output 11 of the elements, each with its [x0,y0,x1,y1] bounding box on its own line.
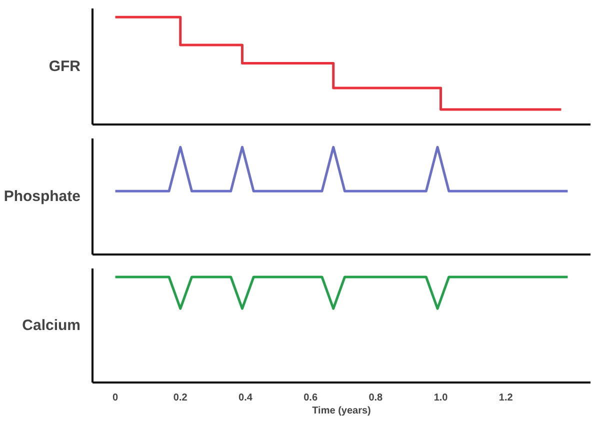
x-axis-title: Time (years) [312,406,371,416]
x-tick-label: 0.2 [173,392,188,404]
x-tick-label: 0.8 [368,392,384,404]
x-tick-label: 0.4 [238,392,253,404]
x-tick-label: 0.6 [304,392,318,404]
x-tick-label: 1.0 [434,392,448,404]
x-tick-label: 0 [112,392,119,404]
x-tick-label: 1.2 [498,392,514,404]
y-axis-title: GFR [48,58,81,75]
y-axis-title: Phosphate [4,188,81,205]
y-axis-title: Calcium [22,317,81,334]
